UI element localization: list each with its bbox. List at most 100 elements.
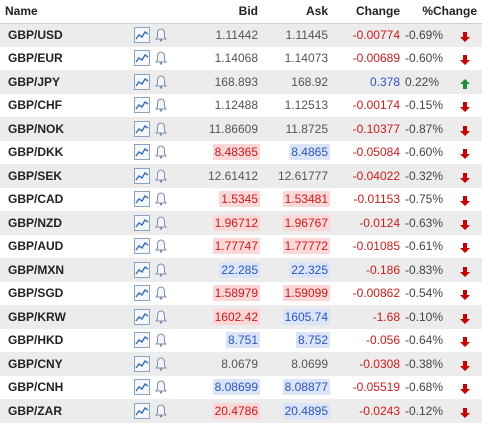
line-chart-icon[interactable] [134, 238, 150, 255]
line-chart-icon[interactable] [134, 167, 150, 184]
column-header-name[interactable]: Name [0, 0, 134, 24]
table-row[interactable]: GBP/USD 1.11442 1.11445 -0.00774 -0.69% [0, 23, 482, 47]
table-row[interactable]: GBP/ZAR 20.4786 20.4895 -0.0243 -0.12% [0, 399, 482, 423]
row-tools [134, 141, 192, 165]
column-header-ask[interactable]: Ask [260, 0, 330, 24]
column-header-change[interactable]: Change [330, 0, 402, 24]
row-tools [134, 305, 192, 329]
line-chart-icon[interactable] [134, 332, 150, 349]
table-row[interactable]: GBP/NOK 11.86609 11.8725 -0.10377 -0.87% [0, 117, 482, 141]
currency-pair[interactable]: GBP/JPY [8, 74, 61, 89]
table-row[interactable]: GBP/CAD 1.5345 1.53481 -0.01153 -0.75% [0, 187, 482, 212]
line-chart-icon[interactable] [134, 379, 150, 396]
line-chart-icon[interactable] [134, 285, 150, 302]
line-chart-icon[interactable] [134, 214, 150, 231]
bid-value: 168.893 [214, 74, 258, 89]
bell-icon[interactable] [153, 168, 169, 184]
bell-icon[interactable] [153, 215, 169, 231]
bell-icon[interactable] [153, 191, 169, 207]
bell-icon[interactable] [153, 238, 169, 254]
currency-pair[interactable]: GBP/SGD [8, 286, 64, 301]
line-chart-icon[interactable] [134, 73, 150, 90]
currency-pair[interactable]: GBP/NZD [8, 215, 62, 230]
table-row[interactable]: GBP/DKK 8.48365 8.4865 -0.05084 -0.60% [0, 140, 482, 165]
currency-pair[interactable]: GBP/KRW [8, 309, 66, 324]
bid-cell: 1.11442 [192, 23, 260, 47]
line-chart-icon[interactable] [134, 50, 150, 67]
bid-cell: 8.48365 [192, 141, 260, 165]
table-row[interactable]: GBP/MXN 22.285 22.325 -0.186 -0.83% [0, 258, 482, 282]
bell-icon[interactable] [153, 379, 169, 395]
currency-pair[interactable]: GBP/ZAR [8, 403, 62, 418]
line-chart-icon[interactable] [134, 97, 150, 114]
row-tools [134, 399, 192, 423]
row-tools [134, 352, 192, 376]
bell-icon[interactable] [153, 332, 169, 348]
bell-icon[interactable] [153, 356, 169, 372]
currency-pair[interactable]: GBP/DKK [8, 145, 64, 160]
line-chart-icon[interactable] [134, 261, 150, 278]
currency-pair[interactable]: GBP/HKD [8, 333, 64, 348]
pct-change-value: -0.83% [405, 262, 444, 277]
table-row[interactable]: GBP/CNY 8.0679 8.0699 -0.0308 -0.38% [0, 352, 482, 376]
column-header-pct-change[interactable]: %Change [402, 0, 482, 24]
currency-pair[interactable]: GBP/CNY [8, 356, 63, 371]
change-cell: -0.0308 [330, 352, 402, 376]
bell-icon[interactable] [153, 97, 169, 113]
column-header-bid[interactable]: Bid [192, 0, 260, 24]
table-header-row: Name Bid Ask Change %Change [0, 0, 482, 24]
bell-icon[interactable] [153, 74, 169, 90]
ask-value: 20.4895 [282, 402, 330, 419]
ask-cell: 1.96767 [260, 211, 330, 235]
line-chart-icon[interactable] [134, 355, 150, 372]
direction-cell [448, 305, 482, 329]
pct-change-value: 0.22% [405, 74, 440, 89]
currency-pair[interactable]: GBP/AUD [8, 239, 64, 254]
currency-pair[interactable]: GBP/MXN [8, 262, 65, 277]
line-chart-icon[interactable] [134, 308, 150, 325]
line-chart-icon[interactable] [134, 144, 150, 161]
change-value: -0.05084 [352, 145, 400, 160]
currency-pair[interactable]: GBP/EUR [8, 51, 63, 66]
arrow-up-icon [460, 78, 470, 89]
change-cell: -0.05519 [330, 376, 402, 400]
arrow-down-icon [460, 336, 470, 348]
table-row[interactable]: GBP/SGD 1.58979 1.59099 -0.00862 -0.54% [0, 281, 482, 306]
bell-icon[interactable] [153, 262, 169, 278]
bell-icon[interactable] [153, 403, 169, 419]
bell-icon[interactable] [153, 27, 169, 43]
bell-icon[interactable] [153, 50, 169, 66]
line-chart-icon[interactable] [134, 120, 150, 137]
table-row[interactable]: GBP/NZD 1.96712 1.96767 -0.0124 -0.63% [0, 211, 482, 235]
currency-pair[interactable]: GBP/CHF [8, 98, 62, 113]
table-row[interactable]: GBP/HKD 8.751 8.752 -0.056 -0.64% [0, 328, 482, 352]
row-tools [134, 47, 192, 71]
ask-cell: 1.53481 [260, 188, 330, 212]
currency-pair[interactable]: GBP/SEK [8, 168, 63, 183]
change-value: -0.00774 [352, 28, 400, 42]
table-row[interactable]: GBP/JPY 168.893 168.92 0.378 0.22% [0, 70, 482, 94]
table-row[interactable]: GBP/KRW 1602.42 1605.74 -1.68 -0.10% [0, 305, 482, 329]
line-chart-icon[interactable] [134, 27, 150, 43]
table-row[interactable]: GBP/CNH 8.08699 8.08877 -0.05519 -0.68% [0, 375, 482, 400]
bell-icon[interactable] [153, 285, 169, 301]
ask-value: 1.53481 [282, 191, 330, 208]
ask-cell: 1.12513 [260, 94, 330, 118]
table-row[interactable]: GBP/SEK 12.61412 12.61777 -0.04022 -0.32% [0, 164, 482, 188]
line-chart-icon[interactable] [134, 191, 150, 208]
bell-icon[interactable] [153, 144, 169, 160]
change-cell: -0.00862 [330, 282, 402, 306]
line-chart-icon[interactable] [134, 402, 150, 419]
change-value: -0.05519 [352, 380, 400, 395]
ask-value: 1.14073 [284, 51, 328, 66]
currency-pair[interactable]: GBP/NOK [8, 121, 65, 136]
table-row[interactable]: GBP/CHF 1.12488 1.12513 -0.00174 -0.15% [0, 93, 482, 118]
table-row[interactable]: GBP/EUR 1.14068 1.14073 -0.00689 -0.60% [0, 46, 482, 71]
table-row[interactable]: GBP/AUD 1.77747 1.77772 -0.01085 -0.61% [0, 234, 482, 258]
currency-pair[interactable]: GBP/CNH [8, 380, 64, 395]
bell-icon[interactable] [153, 309, 169, 325]
bell-icon[interactable] [153, 121, 169, 137]
currency-pair[interactable]: GBP/USD [8, 28, 63, 42]
currency-pair[interactable]: GBP/CAD [8, 192, 64, 207]
bid-cell: 11.86609 [192, 117, 260, 141]
